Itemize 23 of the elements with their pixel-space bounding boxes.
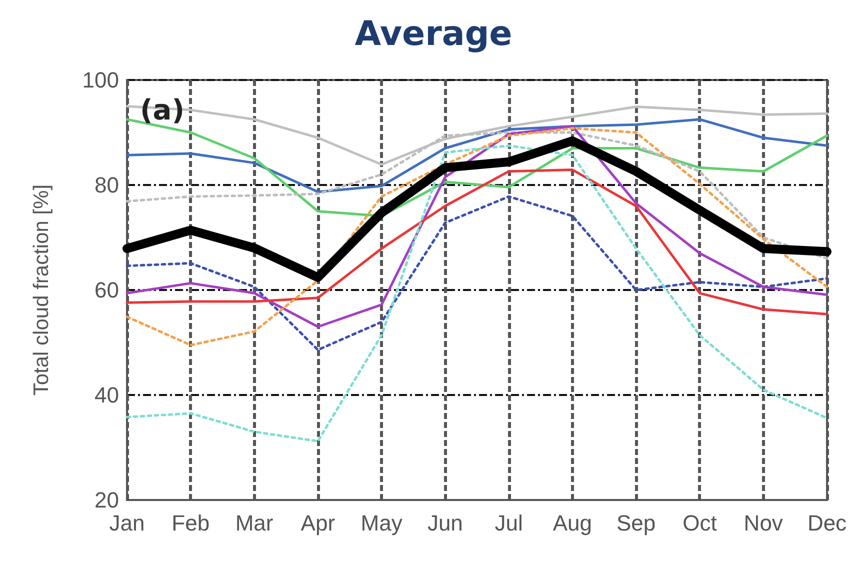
x-tick-label: Apr: [300, 510, 336, 536]
x-tick-label: Jan: [109, 510, 145, 536]
line-series: [126, 144, 828, 442]
x-tick-label: Dec: [807, 510, 847, 536]
x-tick-label: Jun: [427, 510, 463, 536]
line-series: [126, 195, 828, 352]
x-tick-label: Nov: [744, 510, 783, 536]
line-series: [126, 168, 828, 316]
y-axis-title: Total cloud fraction [%]: [30, 184, 53, 396]
x-tick-label: Mar: [235, 510, 274, 536]
x-tick-label: May: [360, 510, 402, 536]
y-tick-label: 40: [94, 382, 119, 408]
x-tick-label: Feb: [172, 510, 210, 536]
annotation: (a): [140, 94, 184, 126]
y-tick-label: 60: [94, 278, 119, 302]
x-tick-label: Jul: [494, 510, 523, 536]
x-tick-label: Oct: [682, 510, 717, 536]
y-tick-label: 100: [82, 68, 119, 92]
y-tick-label: 80: [94, 172, 119, 198]
x-tick-label: Sep: [616, 510, 656, 536]
chart-title: Average: [354, 14, 512, 54]
y-tick-label: 20: [94, 488, 119, 512]
x-tick-label: Aug: [552, 510, 592, 536]
